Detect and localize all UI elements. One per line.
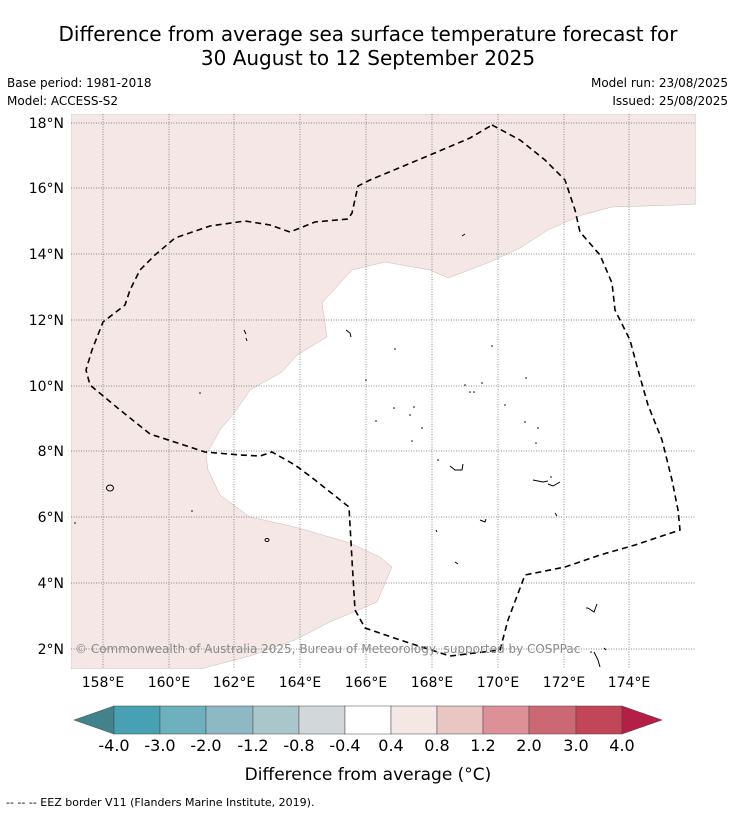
- colorbar-bin: [298, 705, 346, 735]
- lat-label: 10°N: [29, 379, 64, 395]
- lon-label: 164°E: [279, 675, 322, 691]
- lat-label: 18°N: [29, 116, 64, 132]
- colorbar-tick: -0.8: [283, 736, 314, 755]
- colorbar-tick: -3.0: [144, 736, 175, 755]
- colorbar-bin: [575, 705, 623, 735]
- lat-label: 6°N: [38, 510, 64, 526]
- atolls: [74, 345, 592, 653]
- colorbar-label: Difference from average (°C): [245, 765, 492, 785]
- lon-label: 160°E: [148, 675, 191, 691]
- eez-legend: -- -- -- EEZ border V11 (Flanders Marine…: [6, 796, 315, 809]
- map-area: © Commonwealth of Australia 2025, Bureau…: [71, 114, 696, 669]
- islands: [106, 233, 607, 668]
- colorbar-tick: 2.0: [516, 736, 541, 755]
- title-line-2: 30 August to 12 September 2025: [200, 46, 536, 70]
- title-line-1: Difference from average sea surface temp…: [58, 22, 678, 46]
- lon-label: 174°E: [608, 675, 651, 691]
- colorbar-bin: [436, 705, 484, 735]
- lon-label: 162°E: [213, 675, 256, 691]
- colorbar-tick-labels: -4.0 -3.0 -2.0 -1.2 -0.8 -0.4 0.4 0.8 1.…: [98, 736, 634, 755]
- colorbar-tick: -2.0: [190, 736, 221, 755]
- meta-right: Model run: 23/08/2025 Issued: 25/08/2025: [591, 74, 728, 110]
- colorbar-extend-high: [621, 705, 663, 735]
- model-run: Model run: 23/08/2025: [590, 76, 728, 90]
- colorbar-bin: [390, 705, 438, 735]
- gridlines: [71, 114, 696, 669]
- colorbar-tick: 0.4: [378, 736, 403, 755]
- colorbar-bin: [159, 705, 207, 735]
- colorbar-bin: [113, 705, 161, 735]
- colorbar-bin: [344, 705, 392, 735]
- lat-label: 4°N: [38, 576, 64, 592]
- colorbar-tick: -0.4: [329, 736, 360, 755]
- lat-label: 2°N: [38, 642, 64, 658]
- colorbar-tick: 1.2: [470, 736, 495, 755]
- lat-label: 14°N: [29, 247, 64, 263]
- colorbar-tick: -1.2: [237, 736, 268, 755]
- colorbar-tick: 3.0: [563, 736, 588, 755]
- colorbar-extend-low: [73, 705, 115, 735]
- issued-date: Issued: 25/08/2025: [612, 94, 728, 108]
- lat-label: 16°N: [29, 181, 64, 197]
- anomaly-region: [71, 114, 696, 669]
- colorbar-tick: 4.0: [609, 736, 634, 755]
- lat-label: 12°N: [29, 313, 64, 329]
- lon-label: 166°E: [345, 675, 388, 691]
- colorbar-tick: 0.8: [424, 736, 449, 755]
- lon-label: 158°E: [82, 675, 125, 691]
- chart-title: Difference from average sea surface temp…: [0, 22, 736, 70]
- lat-labels: 18°N 16°N 14°N 12°N 10°N 8°N 6°N 4°N 2°N: [29, 116, 64, 658]
- colorbar-tick: -4.0: [98, 736, 129, 755]
- lon-label: 168°E: [411, 675, 454, 691]
- eez-border: [85, 124, 681, 657]
- copyright-watermark: © Commonwealth of Australia 2025, Bureau…: [75, 642, 580, 656]
- meta-left: Base period: 1981-2018 Model: ACCESS-S2: [7, 74, 152, 110]
- colorbar-bin: [528, 705, 577, 735]
- model-name: Model: ACCESS-S2: [7, 94, 119, 108]
- lat-label: 8°N: [38, 444, 64, 460]
- colorbar-bin: [252, 705, 300, 735]
- colorbar-bin: [482, 705, 530, 735]
- colorbar: [73, 705, 663, 735]
- lon-labels: 158°E 160°E 162°E 164°E 166°E 168°E 170°…: [82, 675, 651, 691]
- base-period: Base period: 1981-2018: [7, 76, 152, 90]
- colorbar-bin: [205, 705, 254, 735]
- lon-label: 172°E: [543, 675, 586, 691]
- lon-label: 170°E: [477, 675, 520, 691]
